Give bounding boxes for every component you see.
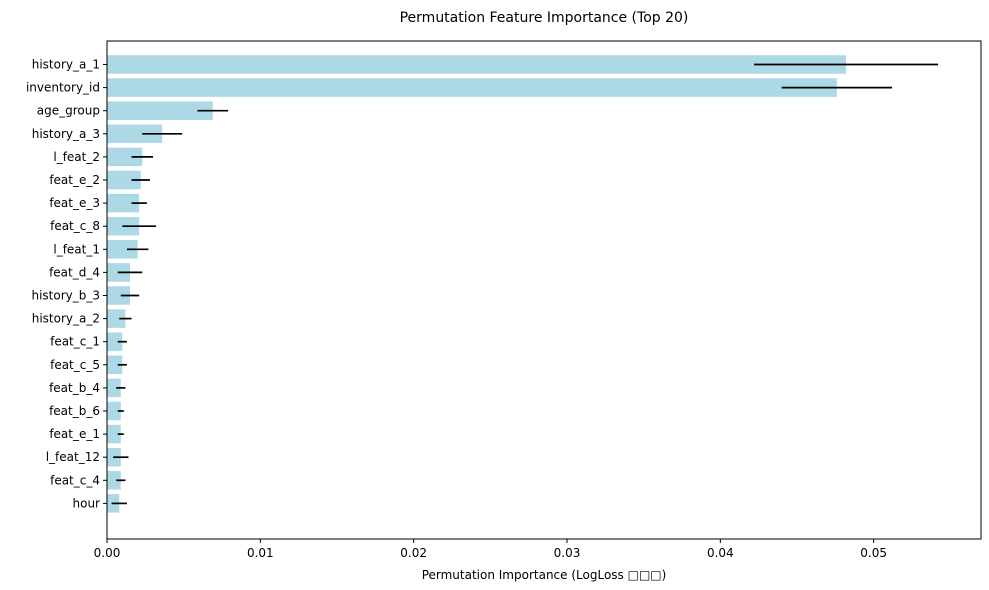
y-tick-label-feat_d_4: feat_d_4 [49,265,100,279]
bar-inventory_id [107,78,837,97]
x-axis-label: Permutation Importance (LogLoss □□□) [422,568,667,582]
bar-feat_e_3 [107,193,140,213]
bar-feat_c_5 [107,355,123,375]
x-tick-label-1: 0.01 [247,546,274,560]
bar-history_a_3 [107,124,163,144]
y-tick-label-inventory_id: inventory_id [26,81,100,95]
y-tick-label-hour: hour [73,496,101,510]
y-tick-label-l_feat_12: l_feat_12 [46,450,100,464]
y-tick-label-feat_e_2: feat_e_2 [49,173,100,187]
y-tick-label-feat_e_1: feat_e_1 [49,427,100,441]
bar-l_feat_2 [107,147,143,167]
bar-l_feat_1 [107,240,138,259]
bar-feat_b_6 [107,401,121,421]
x-axis: 0.00 0.01 0.02 0.03 0.04 0.05 [94,539,887,560]
y-axis: history_a_1 inventory_id age_group history_… [26,58,107,510]
y-tick-label-feat_c_5: feat_c_5 [50,358,100,372]
y-tick-label-feat_b_4: feat_b_4 [49,381,100,395]
y-tick-label-l_feat_1: l_feat_1 [53,242,100,256]
bar-age_group [107,101,213,120]
y-tick-label-feat_b_6: feat_b_6 [49,404,100,418]
bar-feat_e_2 [107,170,141,190]
y-tick-label-history_a_3: history_a_3 [32,127,100,141]
y-tick-label-l_feat_2: l_feat_2 [53,150,100,164]
y-tick-label-feat_c_4: feat_c_4 [50,473,100,487]
chart-title: Permutation Feature Importance (Top 20) [400,10,689,26]
y-tick-label-history_a_1: history_a_1 [32,58,100,72]
x-tick-label-5: 0.05 [860,546,887,560]
bar-feat_b_4 [107,378,121,398]
y-tick-label-feat_c_8: feat_c_8 [50,219,100,233]
bar-feat_c_4 [107,471,121,490]
x-tick-label-4: 0.04 [707,546,734,560]
y-tick-label-feat_e_3: feat_e_3 [49,196,100,210]
error-bars-layer [111,63,939,505]
bar-feat_c_1 [107,332,123,351]
x-tick-label-0: 0.00 [94,546,121,560]
y-tick-label-history_b_3: history_b_3 [31,289,100,303]
bar-feat_e_1 [107,424,121,444]
x-tick-label-2: 0.02 [400,546,427,560]
bar-history_a_1 [107,55,847,74]
y-tick-label-age_group: age_group [37,104,100,118]
plot-frame [106,40,982,540]
x-tick-label-3: 0.03 [554,546,581,560]
bar-history_a_2 [107,309,126,328]
bars-layer [107,55,847,513]
bar-history_b_3 [107,286,130,305]
y-tick-label-feat_c_1: feat_c_1 [50,335,100,349]
y-tick-label-history_a_2: history_a_2 [32,312,100,326]
